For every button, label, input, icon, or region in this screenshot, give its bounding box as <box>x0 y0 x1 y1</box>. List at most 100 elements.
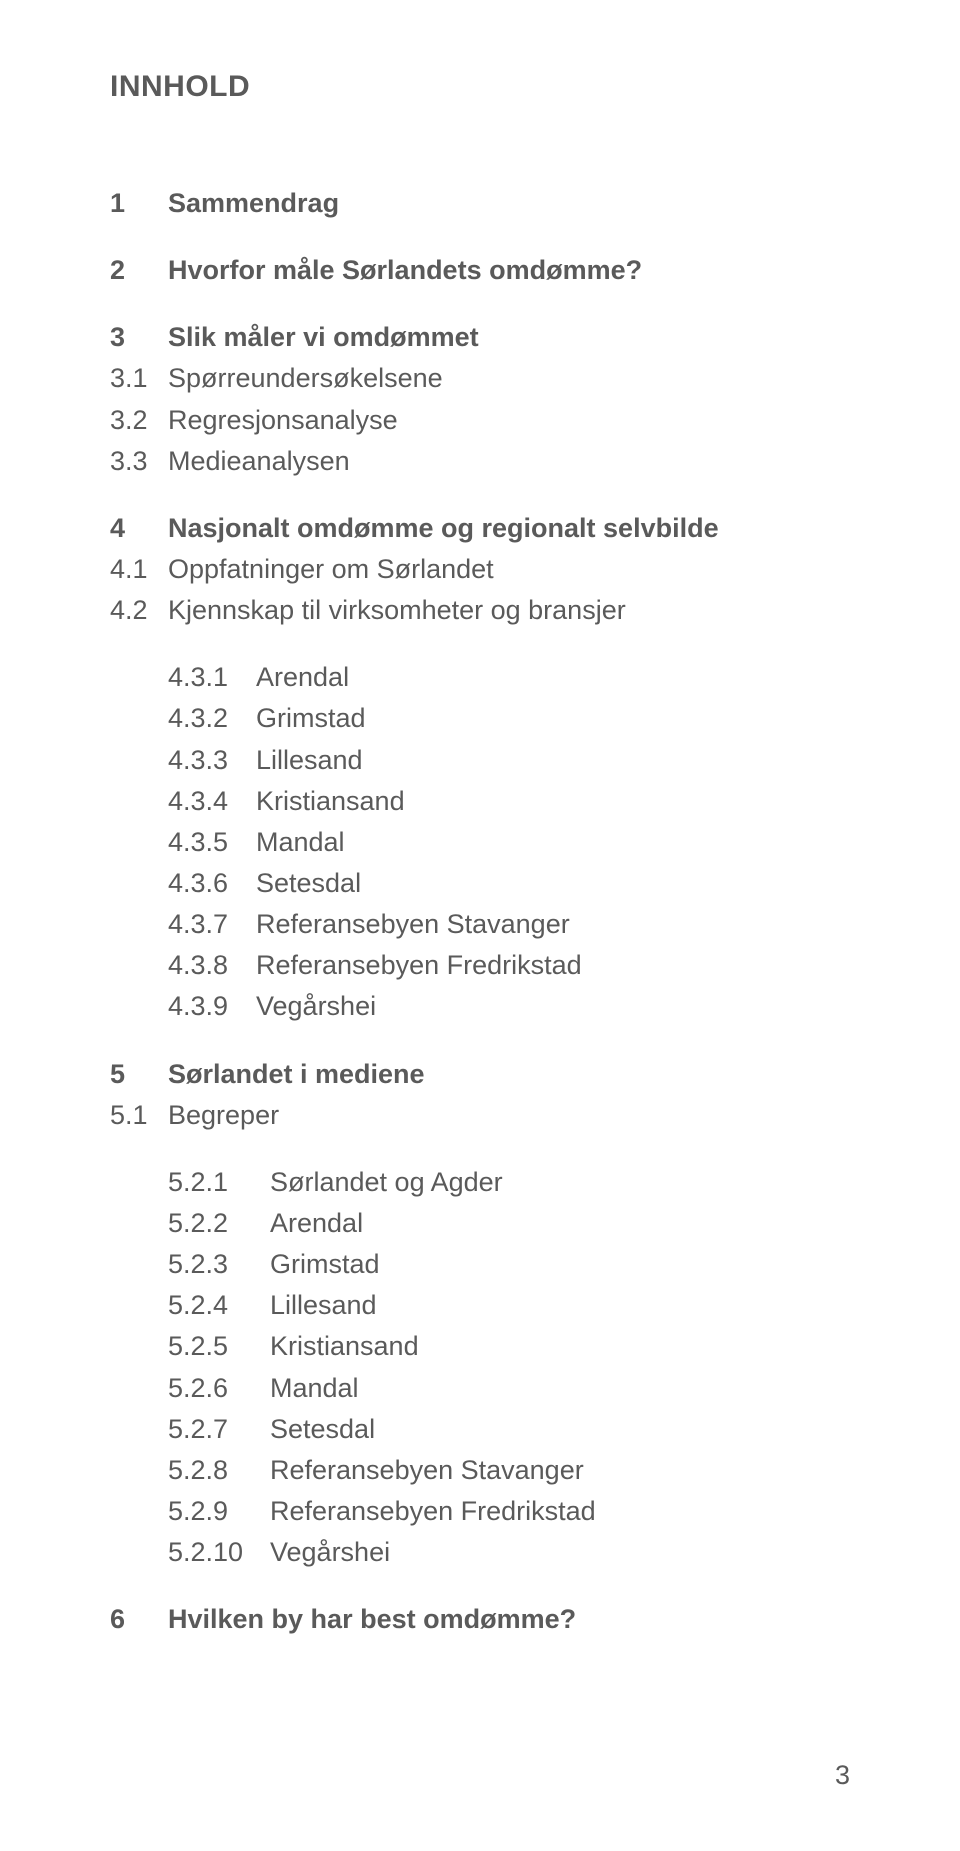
toc-number: 4.3.3 <box>168 741 256 780</box>
toc-row: 5.2.4 Lillesand <box>168 1286 850 1325</box>
toc-number: 5.2.5 <box>168 1327 270 1366</box>
toc-row: 3.3 Medieanalysen <box>110 442 850 481</box>
toc-number: 2 <box>110 251 168 290</box>
toc-label: Kristiansand <box>256 782 850 821</box>
toc-label: Sørlandet i mediene <box>168 1055 850 1094</box>
toc-row: 4.3.3 Lillesand <box>168 741 850 780</box>
toc-subsection-5-2: 5.2.1 Sørlandet og Agder 5.2.2 Arendal 5… <box>168 1163 850 1572</box>
toc-label: Kristiansand <box>270 1327 850 1366</box>
toc-label: Slik måler vi omdømmet <box>168 318 850 357</box>
toc-row: 1 Sammendrag <box>110 184 850 223</box>
toc-number: 4.1 <box>110 550 168 589</box>
toc-row: 4.3.8 Referansebyen Fredrikstad <box>168 946 850 985</box>
toc-number: 5.2.7 <box>168 1410 270 1449</box>
toc-row: 2 Hvorfor måle Sørlandets omdømme? <box>110 251 850 290</box>
toc-label: Setesdal <box>270 1410 850 1449</box>
table-of-contents: 1 Sammendrag 2 Hvorfor måle Sørlandets o… <box>110 184 850 1639</box>
toc-label: Sammendrag <box>168 184 850 223</box>
toc-section-2: 2 Hvorfor måle Sørlandets omdømme? <box>110 251 850 290</box>
toc-number: 4.3.9 <box>168 987 256 1026</box>
toc-label: Vegårshei <box>256 987 850 1026</box>
toc-section-1: 1 Sammendrag <box>110 184 850 223</box>
toc-section-5: 5 Sørlandet i mediene 5.1 Begreper <box>110 1055 850 1135</box>
toc-number: 5.2.3 <box>168 1245 270 1284</box>
toc-label: Mandal <box>256 823 850 862</box>
toc-number: 4.3.6 <box>168 864 256 903</box>
toc-label: Nasjonalt omdømme og regionalt selvbilde <box>168 509 850 548</box>
toc-row: 3.1 Spørreundersøkelsene <box>110 359 850 398</box>
toc-number: 5.2.4 <box>168 1286 270 1325</box>
toc-number: 6 <box>110 1600 168 1639</box>
toc-row: 5.2.5 Kristiansand <box>168 1327 850 1366</box>
toc-number: 3.1 <box>110 359 168 398</box>
toc-number: 5.2.6 <box>168 1369 270 1408</box>
toc-label: Arendal <box>270 1204 850 1243</box>
toc-row: 4 Nasjonalt omdømme og regionalt selvbil… <box>110 509 850 548</box>
toc-number: 4.3.5 <box>168 823 256 862</box>
toc-label: Hvilken by har best omdømme? <box>168 1600 850 1639</box>
toc-section-6: 6 Hvilken by har best omdømme? <box>110 1600 850 1639</box>
toc-subsection-4-3: 4.3.1 Arendal 4.3.2 Grimstad 4.3.3 Lille… <box>168 658 850 1026</box>
toc-number: 4.3.2 <box>168 699 256 738</box>
toc-number: 3 <box>110 318 168 357</box>
toc-row: 4.3.5 Mandal <box>168 823 850 862</box>
toc-section-3: 3 Slik måler vi omdømmet 3.1 Spørreunder… <box>110 318 850 481</box>
toc-number: 5.2.10 <box>168 1533 270 1572</box>
toc-label: Oppfatninger om Sørlandet <box>168 550 850 589</box>
toc-subsection: 3.1 Spørreundersøkelsene 3.2 Regresjonsa… <box>110 359 850 480</box>
toc-row: 5.2.1 Sørlandet og Agder <box>168 1163 850 1202</box>
toc-label: Begreper <box>168 1096 850 1135</box>
toc-row: 3 Slik måler vi omdømmet <box>110 318 850 357</box>
toc-number: 4.3.1 <box>168 658 256 697</box>
toc-row: 4.3.7 Referansebyen Stavanger <box>168 905 850 944</box>
toc-row: 6 Hvilken by har best omdømme? <box>110 1600 850 1639</box>
toc-number: 5.2.8 <box>168 1451 270 1490</box>
toc-row: 5 Sørlandet i mediene <box>110 1055 850 1094</box>
toc-row: 4.3.9 Vegårshei <box>168 987 850 1026</box>
toc-label: Regresjonsanalyse <box>168 401 850 440</box>
toc-label: Mandal <box>270 1369 850 1408</box>
toc-row: 4.3.2 Grimstad <box>168 699 850 738</box>
toc-number: 4 <box>110 509 168 548</box>
toc-row: 4.3.6 Setesdal <box>168 864 850 903</box>
toc-row: 4.3.1 Arendal <box>168 658 850 697</box>
toc-label: Spørreundersøkelsene <box>168 359 850 398</box>
toc-label: Sørlandet og Agder <box>270 1163 850 1202</box>
toc-row: 5.2.8 Referansebyen Stavanger <box>168 1451 850 1490</box>
toc-number: 4.3.7 <box>168 905 256 944</box>
document-page: INNHOLD 1 Sammendrag 2 Hvorfor måle Sørl… <box>0 0 960 1851</box>
toc-number: 3.3 <box>110 442 168 481</box>
toc-number: 3.2 <box>110 401 168 440</box>
toc-label: Referansebyen Fredrikstad <box>270 1492 850 1531</box>
toc-label: Vegårshei <box>270 1533 850 1572</box>
toc-number: 5.2.1 <box>168 1163 270 1202</box>
toc-label: Arendal <box>256 658 850 697</box>
toc-number: 4.2 <box>110 591 168 630</box>
toc-label: Grimstad <box>270 1245 850 1284</box>
toc-number: 5 <box>110 1055 168 1094</box>
toc-number: 4.3.8 <box>168 946 256 985</box>
toc-row: 4.2 Kjennskap til virksomheter og bransj… <box>110 591 850 630</box>
toc-row: 5.2.6 Mandal <box>168 1369 850 1408</box>
toc-number: 5.1 <box>110 1096 168 1135</box>
toc-label: Referansebyen Fredrikstad <box>256 946 850 985</box>
toc-number: 5.2.2 <box>168 1204 270 1243</box>
toc-label: Grimstad <box>256 699 850 738</box>
toc-label: Lillesand <box>256 741 850 780</box>
toc-row: 5.2.2 Arendal <box>168 1204 850 1243</box>
toc-label: Referansebyen Stavanger <box>256 905 850 944</box>
toc-number: 1 <box>110 184 168 223</box>
toc-number: 4.3.4 <box>168 782 256 821</box>
toc-row: 5.2.9 Referansebyen Fredrikstad <box>168 1492 850 1531</box>
toc-row: 5.1 Begreper <box>110 1096 850 1135</box>
toc-label: Lillesand <box>270 1286 850 1325</box>
toc-label: Hvorfor måle Sørlandets omdømme? <box>168 251 850 290</box>
toc-number: 5.2.9 <box>168 1492 270 1531</box>
toc-row: 3.2 Regresjonsanalyse <box>110 401 850 440</box>
toc-subsection: 5.1 Begreper <box>110 1096 850 1135</box>
toc-row: 5.2.7 Setesdal <box>168 1410 850 1449</box>
toc-row: 4.3.4 Kristiansand <box>168 782 850 821</box>
toc-label: Kjennskap til virksomheter og bransjer <box>168 591 850 630</box>
toc-label: Setesdal <box>256 864 850 903</box>
page-title: INNHOLD <box>110 70 850 104</box>
